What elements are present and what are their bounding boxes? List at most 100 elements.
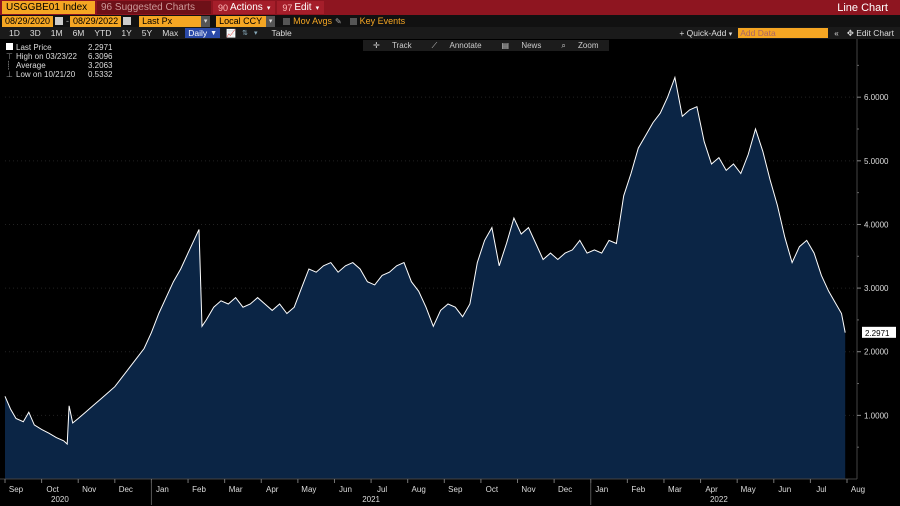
page-title: Line Chart [837,1,888,14]
settings-icon: ✥ [846,27,854,38]
legend-average: ┊ Average 3.2063 [6,61,124,70]
edit-chart-button[interactable]: ✥ Edit Chart [847,28,894,39]
quick-add-button[interactable]: + Quick-Add ▾ [679,28,732,38]
table-button[interactable]: Table [271,28,292,38]
chevron-down-icon: ▾ [266,4,271,12]
x-tick-label: May [741,485,756,494]
frequency-selector[interactable]: Daily ▼ [185,28,221,38]
x-year-label: 2021 [362,495,380,504]
x-year-label: 2020 [51,495,69,504]
last-price-box [862,326,896,338]
x-axis: Sep Oct Nov Dec Jan Feb Mar Apr May Jun Jul Aug Sep O… [4,479,865,505]
mov-avgs-label: Mov Avgs [293,16,332,26]
ticker-field[interactable]: USGGBE01 Index [2,1,95,14]
news-button[interactable]: ▤ News [492,41,552,50]
chevron-down-icon: ▾ [315,4,320,12]
period-max[interactable]: Max [162,28,179,38]
x-tick-label: Jul [816,485,826,494]
y-tick-label: 5.0000 [864,157,889,166]
collapse-icon[interactable]: « [834,28,839,38]
x-tick-label: Nov [82,485,96,494]
y-tick-label: 4.0000 [864,220,889,229]
period-ytd[interactable]: YTD [94,28,112,38]
legend-label: Low on 10/21/20 [16,70,76,79]
legend-label: Last Price [16,43,52,52]
x-tick-label: Sep [448,485,463,494]
period-6m[interactable]: 6M [72,28,85,38]
price-line [4,75,846,446]
frequency-label: Daily [188,28,208,38]
average-marker-icon: ┊ [6,61,11,70]
chevron-down-icon: ▾ [728,31,733,38]
date-separator: - [66,16,70,26]
date-field-bar: 08/29/2020 - 08/29/2022 Last Px ▾ Local … [0,15,900,27]
period-bar: 1D 3D 1M 6M YTD 1Y 5Y Max Daily ▼ 📈 ⇅ ▾ … [0,27,900,39]
pencil-icon[interactable]: ✎ [334,16,342,26]
legend: Last Price 2.2971 ⊤ High on 03/23/22 6.30… [6,43,124,79]
zoom-label: Zoom [578,40,599,50]
legend-value: 0.5332 [88,70,113,79]
end-date-field[interactable]: 08/29/2022 [70,15,122,27]
start-date-field[interactable]: 08/29/2020 [2,15,54,27]
edit-menu[interactable]: 97 Edit ▾ [277,1,325,14]
chevron-down-icon[interactable]: ▾ [201,15,211,27]
x-tick-label: Nov [521,485,535,494]
x-tick-label: Oct [46,485,59,494]
currency-selector[interactable]: Local CCY [216,15,267,27]
x-year-label: 2022 [710,495,728,504]
chevron-down-icon: ▼ [210,29,218,37]
key-events-label: Key Events [359,16,406,26]
plus-icon: + [679,28,685,38]
y-axis: 1.0000 2.0000 3.0000 4.0000 5.0000 6.0000 [857,64,889,448]
period-1d[interactable]: 1D [9,28,20,38]
low-marker-icon: ⊥ [6,70,13,79]
calendar-icon[interactable] [55,17,64,25]
chevron-down-icon[interactable]: ▾ [266,15,276,27]
actions-menu[interactable]: 90 Actions ▾ [213,1,276,14]
suggested-charts-button[interactable]: 96 Suggested Charts [97,1,211,14]
x-tick-label: Aug [412,485,426,494]
x-tick-label: Jan [156,485,169,494]
quick-add-label: Quick-Add [686,28,727,38]
x-tick-label: Sep [9,485,24,494]
y-tick-label: 2.0000 [864,348,889,357]
price-chart[interactable]: 1.0000 2.0000 3.0000 4.0000 5.0000 6.0000 Sep… [0,39,900,506]
x-tick-label: Apr [266,485,279,494]
x-tick-label: Dec [119,485,133,494]
chart-settings-icon[interactable]: ⇅ [242,30,248,37]
news-label: News [521,41,542,50]
legend-value: 6.3096 [88,52,113,61]
x-tick-label: Dec [558,485,572,494]
x-tick-label: Mar [229,485,243,494]
field-selector[interactable]: Last Px [139,15,202,27]
mov-avgs-checkbox[interactable] [283,17,291,25]
x-tick-label: Feb [192,485,206,494]
track-button[interactable]: ✛ Track [363,41,422,50]
x-tick-label: Jan [595,485,608,494]
high-marker-icon: ⊤ [6,52,13,61]
period-1y[interactable]: 1Y [121,28,132,38]
x-tick-label: Aug [851,485,865,494]
key-events-checkbox[interactable] [349,17,357,25]
period-1m[interactable]: 1M [50,28,63,38]
legend-last-price[interactable]: Last Price 2.2971 [6,43,124,52]
annotate-button[interactable]: ⟋ Annotate [422,41,492,51]
line-chart-icon[interactable]: 📈 [226,28,237,38]
legend-low: ⊥ Low on 10/21/20 0.5332 [6,70,124,79]
zoom-button[interactable]: ⌕ Zoom [551,41,608,51]
actions-menu-label: Actions [230,2,263,13]
legend-label: High on 03/23/22 [16,52,77,61]
chevron-down-icon[interactable]: ▾ [253,30,258,37]
x-tick-label: Oct [486,485,499,494]
period-3d[interactable]: 3D [29,28,41,38]
y-tick-label: 6.0000 [864,93,889,102]
legend-value: 3.2063 [88,61,113,70]
add-data-input[interactable]: Add Data [738,28,829,38]
period-5y[interactable]: 5Y [141,28,153,38]
magnifier-icon: ⌕ [561,40,566,50]
edit-chart-label: Edit Chart [856,27,894,38]
calendar-icon[interactable] [123,17,132,25]
actions-menu-number: 90 [218,2,229,13]
annotate-label: Annotate [449,40,482,50]
chart-toolbar: ✛ Track ⟋ Annotate ▤ News ⌕ Zoom [363,40,609,51]
